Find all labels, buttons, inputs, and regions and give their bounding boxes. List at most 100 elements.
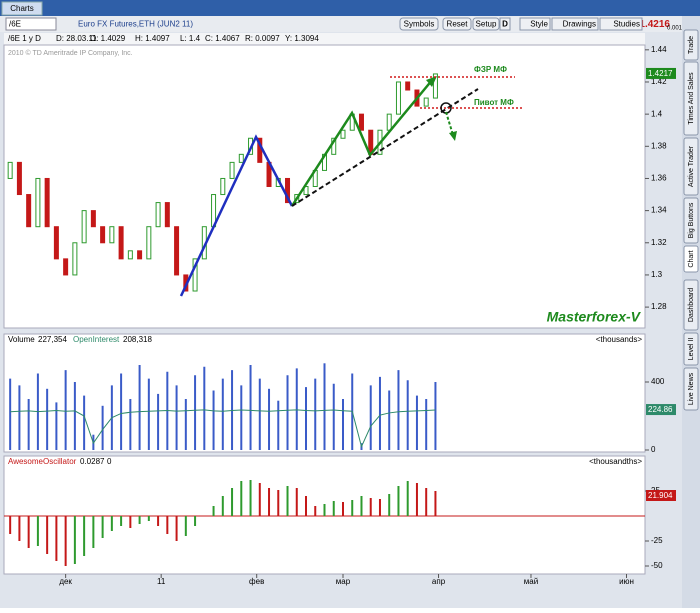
- side-tab[interactable]: [683, 61, 699, 136]
- candle: [72, 242, 78, 276]
- units-label: <thousandths>: [589, 457, 642, 466]
- toolbar: [0, 16, 682, 32]
- info-bar: [4, 33, 645, 45]
- tool-button[interactable]: [551, 17, 599, 31]
- y-tick-label: 1.36: [651, 174, 667, 183]
- candle: [229, 161, 235, 179]
- button-label: Reset: [447, 20, 469, 29]
- info: R: 0.0097: [245, 34, 280, 43]
- candle: [44, 177, 50, 228]
- y-tick-label: 0: [651, 445, 656, 454]
- tool-label: Style: [530, 20, 548, 29]
- description: Euro FX Futures,ETH (JUN2 11): [78, 20, 193, 29]
- candle: [220, 177, 226, 196]
- x-tick-label: дек: [59, 577, 72, 586]
- button[interactable]: [442, 17, 472, 31]
- units-label: <thousands>: [596, 335, 643, 344]
- y-tick-label: 1.42: [651, 77, 667, 86]
- candle: [423, 97, 429, 107]
- legend-label: AwesomeOscillator: [8, 457, 77, 466]
- side-tab[interactable]: [683, 29, 699, 61]
- x-tick-label: мар: [336, 577, 351, 586]
- side-tab-label: Level II: [688, 338, 695, 361]
- candle: [164, 202, 170, 228]
- arrow-head: [449, 131, 457, 141]
- x-tick-label: июн: [619, 577, 634, 586]
- tab-label: Charts: [10, 4, 34, 13]
- drawings: [179, 76, 522, 297]
- info: C: 1.4067: [205, 34, 240, 43]
- info: O: 1.4029: [90, 34, 126, 43]
- candle: [174, 226, 180, 276]
- axis-label-box: [646, 404, 676, 416]
- x-tick-label: 11: [157, 577, 166, 586]
- candle: [53, 226, 59, 260]
- side-tab[interactable]: [683, 279, 699, 331]
- side-tab-label: Trade: [688, 36, 695, 54]
- arrow-head: [426, 76, 437, 87]
- legend-label: OpenInterest: [73, 335, 120, 344]
- y-tick-label: 1.28: [651, 302, 667, 311]
- x-tick-label: май: [524, 577, 538, 586]
- y-tick-label: 400: [651, 377, 665, 386]
- legend-param: 0: [107, 457, 112, 466]
- axis-label: 224.86: [648, 405, 673, 414]
- title-bar: [0, 0, 700, 16]
- trendline: [291, 88, 479, 207]
- side-tab-label: Dashboard: [688, 288, 695, 322]
- x-tick-label: апр: [432, 577, 446, 586]
- y-tick-label: -50: [651, 561, 663, 570]
- candle: [7, 161, 13, 179]
- y-tick-label: 1.3: [651, 270, 663, 279]
- symbol: /6E: [9, 20, 21, 29]
- candle: [26, 194, 32, 228]
- tab[interactable]: [1, 1, 43, 16]
- candle: [81, 210, 87, 244]
- info: L: 1.4: [180, 34, 201, 43]
- y-tick-label: 1.32: [651, 238, 667, 247]
- candle: [109, 226, 115, 244]
- tool-button[interactable]: [599, 17, 643, 31]
- period-btn[interactable]: [499, 17, 511, 31]
- y-tick-label: 1.34: [651, 206, 667, 215]
- price-panel: [3, 44, 646, 329]
- candle: [358, 113, 364, 131]
- copyright: 2010 © TD Ameritrade IP Company, Inc.: [8, 49, 133, 57]
- button-label: Setup: [476, 20, 497, 29]
- candle: [155, 202, 161, 228]
- candle: [405, 81, 411, 91]
- side-tab[interactable]: [683, 137, 699, 196]
- candle: [100, 226, 106, 244]
- button[interactable]: [399, 17, 439, 31]
- candle: [192, 258, 198, 292]
- legend-value: 227,354: [38, 335, 67, 344]
- legend-value: 0.0287: [80, 457, 105, 466]
- side-tab[interactable]: [683, 332, 699, 366]
- side-tab[interactable]: [683, 197, 699, 244]
- legend-label: Volume: [8, 335, 35, 344]
- side-tab-label: Chart: [688, 250, 695, 267]
- price-label-box: [646, 67, 676, 79]
- side-tab-label: Times And Sales: [688, 72, 695, 125]
- button[interactable]: [472, 17, 500, 31]
- candle: [395, 81, 401, 115]
- candle: [285, 177, 291, 204]
- y-tick-label: 1.44: [651, 45, 667, 54]
- annotation: ФЗР МФ: [474, 65, 507, 74]
- info: Y: 1.3094: [285, 34, 319, 43]
- price-label: 1.4217: [648, 69, 673, 78]
- x-tick-label: фев: [249, 577, 264, 586]
- tool-label: Studies: [613, 20, 640, 29]
- info: D: 28.03.11: [56, 34, 97, 43]
- symbol-box[interactable]: [5, 17, 57, 31]
- candle: [35, 177, 41, 228]
- side-tab[interactable]: [683, 245, 699, 273]
- side-tab[interactable]: [683, 367, 699, 411]
- period: D: [502, 20, 508, 29]
- candle: [340, 129, 346, 139]
- tool-button[interactable]: [519, 17, 551, 31]
- candle: [118, 226, 124, 260]
- candle: [146, 226, 152, 260]
- y-tick-label: 1.4: [651, 109, 663, 118]
